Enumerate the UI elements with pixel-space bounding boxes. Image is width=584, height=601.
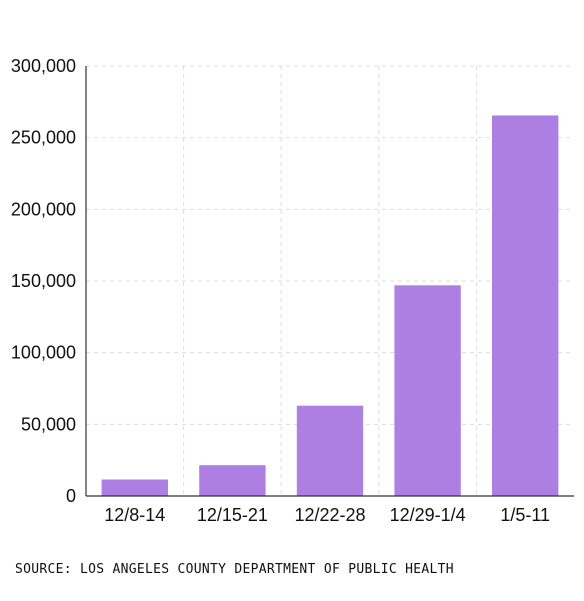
bar bbox=[296, 405, 364, 496]
x-tick-label: 12/29-1/4 bbox=[390, 505, 466, 525]
bar bbox=[492, 115, 559, 496]
bar bbox=[199, 465, 266, 496]
x-tick-label: 12/15-21 bbox=[197, 505, 268, 525]
y-tick-label: 0 bbox=[66, 486, 76, 506]
y-tick-label: 200,000 bbox=[11, 199, 76, 219]
x-tick-label: 12/8-14 bbox=[104, 505, 165, 525]
y-tick-label: 300,000 bbox=[11, 56, 76, 76]
y-tick-label: 50,000 bbox=[21, 414, 76, 434]
y-tick-label: 250,000 bbox=[11, 128, 76, 148]
bar bbox=[101, 479, 168, 496]
bar bbox=[394, 285, 461, 496]
x-tick-label: 12/22-28 bbox=[294, 505, 365, 525]
source-note: SOURCE: LOS ANGELES COUNTY DEPARTMENT OF… bbox=[15, 562, 454, 577]
x-tick-labels: 12/8-14 12/15-21 12/22-28 12/29-1/4 1/5-11 bbox=[104, 505, 550, 525]
axes bbox=[85, 66, 574, 497]
y-tick-labels: 0 50,000 100,000 150,000 200,000 250,000 300,0… bbox=[11, 56, 76, 506]
y-tick-label: 100,000 bbox=[11, 343, 76, 363]
y-tick-label: 150,000 bbox=[11, 271, 76, 291]
x-tick-label: 1/5-11 bbox=[500, 505, 550, 525]
bars bbox=[101, 115, 559, 496]
